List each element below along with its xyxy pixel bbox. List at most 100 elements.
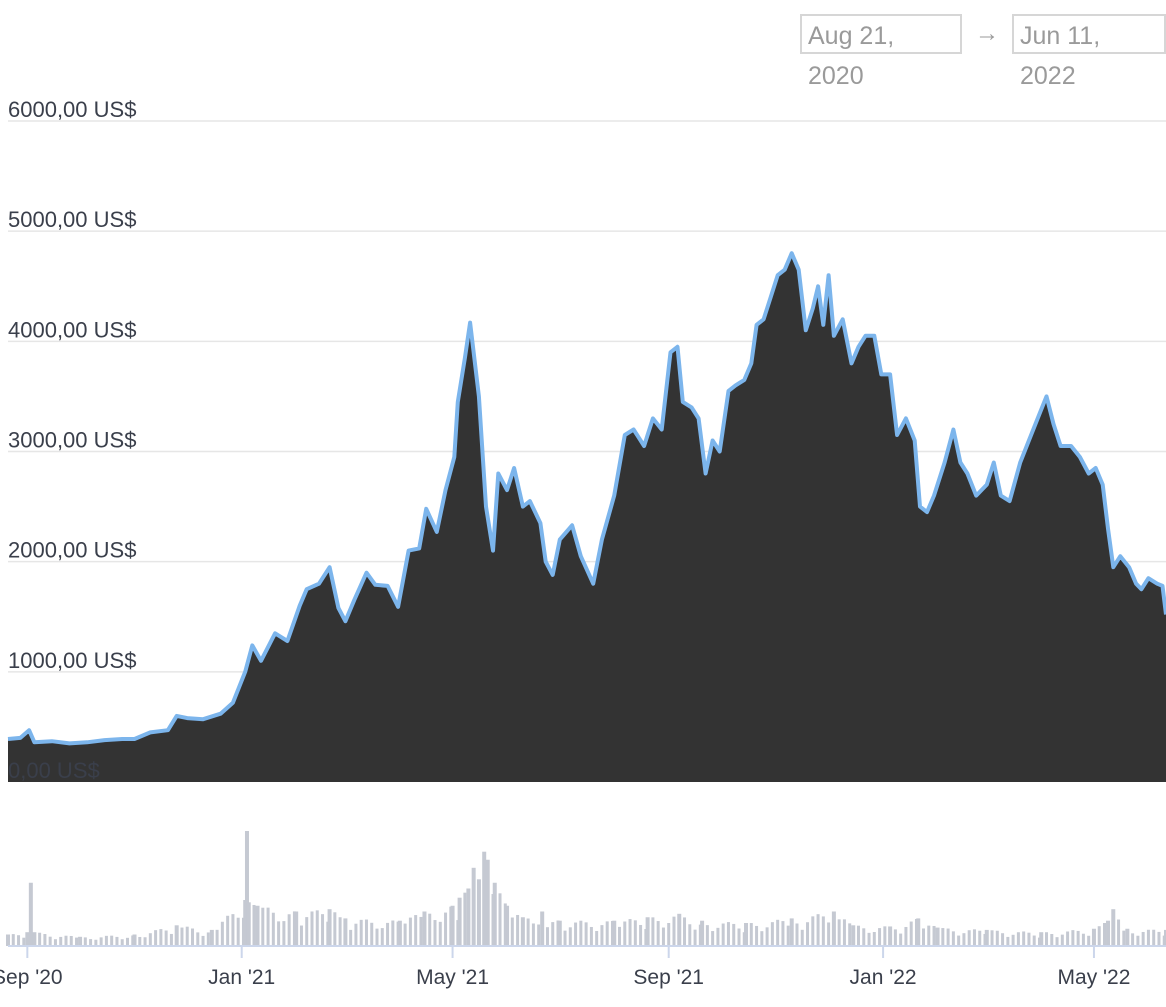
volume-bar bbox=[700, 920, 705, 946]
range-arrow-icon: → bbox=[975, 20, 999, 47]
volume-bar bbox=[633, 920, 637, 946]
volume-bar bbox=[1125, 928, 1130, 946]
volume-bar bbox=[343, 918, 348, 946]
volume-bar bbox=[78, 936, 83, 946]
volume-bar bbox=[201, 935, 205, 946]
volume-bar bbox=[995, 930, 999, 946]
volume-bar bbox=[48, 936, 52, 946]
volume-bar bbox=[1162, 935, 1166, 946]
volume-bar bbox=[893, 929, 897, 946]
volume-bar bbox=[667, 922, 671, 946]
volume-bar bbox=[1076, 930, 1080, 946]
volume-bar bbox=[831, 911, 836, 946]
volume-bar bbox=[711, 931, 715, 946]
volume-bar bbox=[618, 926, 622, 946]
volume-bar bbox=[520, 917, 525, 946]
volume-bar bbox=[64, 935, 68, 946]
volume-bar bbox=[1081, 933, 1085, 946]
volume-bar bbox=[927, 925, 931, 946]
volume-bar bbox=[909, 921, 913, 946]
volume-bar bbox=[789, 918, 794, 946]
volume-bar bbox=[811, 916, 815, 946]
volume-bar bbox=[1131, 933, 1135, 946]
x-tick-label: May '21 bbox=[416, 966, 489, 989]
volume-bar bbox=[17, 935, 21, 946]
range-end-date[interactable]: Jun 11, 2022 bbox=[1012, 14, 1166, 90]
volume-bar bbox=[760, 931, 764, 946]
volume-bar bbox=[967, 930, 971, 946]
volume-bar bbox=[1087, 935, 1091, 946]
volume-bar bbox=[1102, 923, 1106, 946]
range-start-date[interactable]: Aug 21, 2020 bbox=[800, 14, 962, 90]
volume-bar bbox=[414, 915, 418, 946]
volume-bar bbox=[196, 932, 200, 946]
volume-bar bbox=[644, 929, 648, 946]
volume-bar bbox=[492, 882, 497, 946]
volume-bar bbox=[732, 923, 736, 946]
volume-bar bbox=[904, 926, 908, 946]
volume-bar bbox=[672, 916, 676, 946]
volume-bar bbox=[120, 939, 124, 946]
volume-bar bbox=[326, 921, 330, 946]
volume-bar bbox=[180, 927, 184, 946]
volume-bar bbox=[1136, 935, 1140, 946]
volume-bar bbox=[1032, 935, 1036, 946]
volume-bar bbox=[821, 916, 825, 946]
volume-bar bbox=[154, 930, 158, 946]
volume-bar bbox=[505, 905, 510, 946]
volume-bar bbox=[99, 937, 103, 946]
volume-bar bbox=[1117, 919, 1121, 946]
x-tick-label: Jan '22 bbox=[850, 966, 917, 989]
volume-bar bbox=[287, 914, 291, 946]
volume-bar bbox=[164, 930, 168, 946]
volume-bar bbox=[765, 927, 769, 946]
volume-bar bbox=[391, 920, 395, 946]
volume-bar bbox=[498, 893, 502, 946]
volume-bar bbox=[941, 928, 945, 946]
volume-bar bbox=[867, 932, 871, 946]
volume-bar bbox=[491, 894, 495, 946]
volume-bar bbox=[888, 926, 893, 946]
volume-bar bbox=[1011, 934, 1015, 946]
volume-bar bbox=[749, 923, 753, 946]
volume-bar bbox=[1066, 931, 1070, 946]
volume-bar bbox=[174, 925, 179, 946]
volume-bar bbox=[526, 918, 530, 946]
volume-bar bbox=[1050, 934, 1054, 946]
volume-bar bbox=[1022, 931, 1026, 946]
volume-bar bbox=[476, 879, 481, 946]
volume-bar bbox=[688, 924, 692, 946]
y-tick-label: 3000,00 US$ bbox=[8, 428, 136, 453]
volume-bar bbox=[380, 928, 384, 946]
volume-bar bbox=[185, 926, 189, 946]
volume-bar bbox=[584, 922, 588, 946]
volume-bar bbox=[252, 904, 256, 946]
volume-bar bbox=[600, 925, 604, 946]
volume-bar bbox=[1060, 934, 1064, 946]
volume-bar bbox=[266, 907, 270, 946]
volume-bar bbox=[589, 926, 593, 946]
volume-bar bbox=[131, 935, 135, 946]
volume-bar bbox=[837, 919, 841, 946]
volume-bar bbox=[310, 911, 314, 946]
volume-bar bbox=[716, 927, 720, 946]
volume-bar bbox=[661, 927, 665, 946]
volume-bar bbox=[375, 928, 379, 946]
volume-bar bbox=[1037, 937, 1041, 946]
volume-bar bbox=[69, 935, 73, 946]
volume-bar bbox=[623, 921, 627, 946]
volume-bar bbox=[1146, 929, 1150, 946]
volume-bar bbox=[305, 917, 309, 946]
y-tick-label: 5000,00 US$ bbox=[8, 207, 136, 232]
volume-bar bbox=[321, 914, 325, 946]
volume-bar bbox=[610, 920, 614, 946]
volume-bar bbox=[438, 921, 442, 946]
volume-bar bbox=[957, 935, 961, 946]
volume-bar bbox=[651, 917, 655, 946]
volume-bar bbox=[984, 929, 989, 946]
volume-bar bbox=[25, 932, 30, 946]
volume-bar bbox=[1122, 930, 1126, 946]
volume-bar bbox=[978, 930, 982, 946]
volume-bar bbox=[545, 927, 549, 946]
volume-bar bbox=[282, 921, 286, 946]
